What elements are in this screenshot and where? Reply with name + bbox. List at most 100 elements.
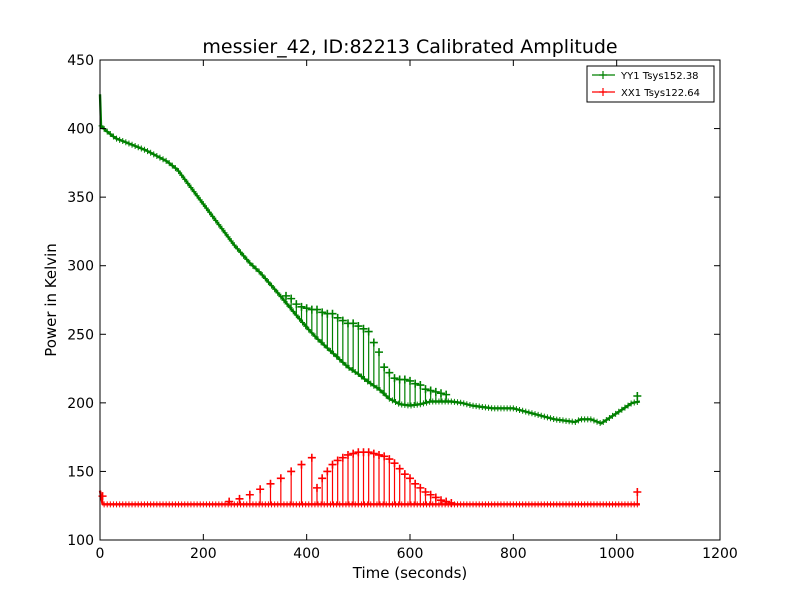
data-point-marker: [467, 402, 473, 409]
data-point-marker: [628, 400, 634, 407]
spike-marker: [426, 490, 435, 499]
data-point-marker: [461, 400, 467, 407]
data-point-marker: [166, 160, 172, 167]
spike-marker: [437, 389, 445, 398]
spike-marker: [256, 485, 265, 494]
data-point-marker: [234, 245, 240, 252]
data-point-marker: [622, 404, 628, 411]
data-point-marker: [572, 419, 578, 426]
data-point-marker: [182, 176, 188, 183]
chart-title: messier_42, ID:82213 Calibrated Amplitud…: [202, 36, 617, 58]
data-point-marker: [191, 188, 197, 195]
data-point-marker: [169, 162, 175, 169]
spike-marker: [276, 474, 285, 483]
data-point-marker: [210, 213, 216, 220]
data-point-marker: [613, 410, 619, 417]
data-point-marker: [575, 417, 581, 424]
spike-marker: [338, 316, 347, 325]
data-point-marker: [306, 326, 312, 333]
data-point-marker: [176, 168, 182, 175]
spike-marker: [338, 453, 347, 462]
data-point-marker: [300, 319, 306, 326]
data-point-marker: [179, 172, 185, 179]
data-point-marker: [551, 416, 557, 423]
spike-marker: [364, 448, 373, 457]
spike-marker: [431, 387, 440, 396]
data-point-marker: [303, 323, 309, 330]
x-axis-label: Time (seconds): [352, 564, 468, 582]
data-point-marker: [520, 407, 526, 414]
spike-marker: [225, 497, 234, 506]
spike-marker: [349, 319, 358, 328]
series-0: [98, 94, 642, 427]
spike-marker: [328, 309, 337, 318]
data-point-marker: [238, 249, 244, 256]
spike-marker: [395, 464, 404, 473]
data-point-marker: [272, 286, 278, 293]
data-point-marker: [138, 145, 144, 152]
data-point-marker: [203, 205, 209, 212]
y-tick-label: 450: [67, 53, 94, 69]
data-point-marker: [213, 217, 219, 224]
data-point-marker: [424, 399, 430, 406]
spike-marker: [359, 324, 368, 333]
data-point-marker: [619, 406, 625, 413]
spike-marker: [385, 368, 394, 377]
spike-marker: [400, 375, 409, 384]
data-point-marker: [244, 256, 250, 263]
data-point-marker: [188, 184, 194, 191]
data-point-marker: [132, 142, 138, 149]
data-point-marker: [588, 416, 594, 423]
y-axis-label: Power in Kelvin: [42, 243, 60, 357]
data-point-marker: [160, 156, 166, 163]
data-point-marker: [603, 417, 609, 423]
spike-marker: [633, 392, 642, 400]
y-tick-label: 250: [67, 327, 94, 343]
data-point-marker: [151, 151, 157, 158]
spike-marker: [323, 467, 332, 476]
spike-marker: [375, 348, 383, 357]
data-point-marker: [337, 356, 343, 363]
spike-marker: [313, 305, 321, 314]
spike-marker: [406, 376, 414, 385]
spike-marker: [344, 450, 352, 459]
spike-marker: [364, 327, 373, 336]
data-point-marker: [163, 157, 169, 164]
spike-marker: [421, 488, 430, 496]
x-tick-label: 800: [500, 546, 527, 562]
data-point-marker: [262, 275, 268, 282]
spike-marker: [349, 449, 358, 458]
data-point-marker: [228, 238, 234, 245]
spike-marker: [431, 493, 440, 502]
data-point-marker: [318, 339, 324, 346]
data-point-marker: [225, 233, 231, 240]
legend: YY1 Tsys152.38 XX1 Tsys122.64: [586, 65, 715, 103]
data-point-marker: [247, 259, 253, 266]
legend-box: [586, 65, 715, 103]
data-point-marker: [352, 369, 358, 375]
data-point-marker: [123, 139, 129, 146]
data-point-marker: [287, 304, 293, 311]
spike-marker: [369, 338, 378, 347]
x-tick-label: 400: [293, 546, 320, 562]
data-point-marker: [606, 414, 612, 421]
data-point-marker: [331, 350, 337, 357]
data-point-marker: [135, 144, 141, 151]
spike-marker: [235, 494, 244, 503]
spike-marker: [307, 453, 316, 462]
data-point-marker: [253, 265, 259, 272]
data-point-marker: [141, 146, 147, 153]
data-point-marker: [250, 262, 256, 269]
data-point-marker: [98, 122, 104, 129]
y-tick-label: 100: [67, 533, 94, 549]
data-point-marker: [631, 399, 637, 406]
spike-marker: [333, 313, 342, 322]
data-point-marker: [464, 401, 470, 408]
plot-area: [98, 94, 642, 508]
data-point-marker: [458, 399, 464, 406]
data-point-marker: [532, 411, 538, 418]
data-point-marker: [396, 400, 402, 407]
legend-entry-label: XX1 Tsys122.64: [621, 88, 700, 99]
data-point-marker: [420, 400, 426, 407]
spike-marker: [416, 381, 425, 390]
